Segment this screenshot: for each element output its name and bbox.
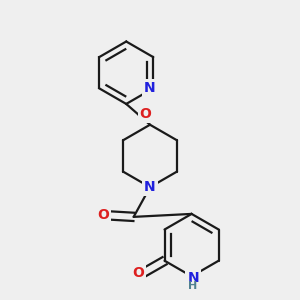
Text: O: O bbox=[133, 266, 144, 280]
Text: N: N bbox=[187, 271, 199, 285]
Text: N: N bbox=[144, 81, 155, 95]
Text: O: O bbox=[97, 208, 109, 222]
Text: N: N bbox=[144, 180, 156, 194]
Text: H: H bbox=[188, 281, 198, 291]
Text: O: O bbox=[140, 107, 152, 121]
